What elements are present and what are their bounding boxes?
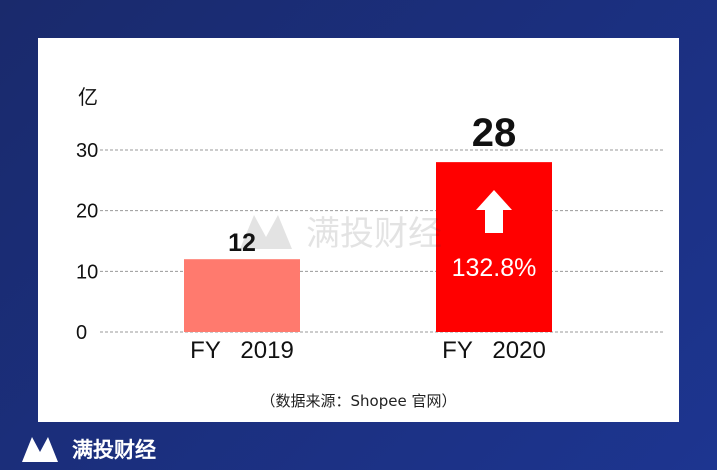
up-arrow-icon: [476, 190, 512, 233]
watermark: 满投财经: [238, 206, 442, 255]
chart-card: 亿 0 10 20 30 FY 2019 12 FY 2020 28 132.8% 满投财经 （数…: [38, 38, 679, 422]
data-label: 12: [228, 229, 256, 257]
data-label: 28: [472, 111, 517, 155]
brand-name: 满投财经: [72, 438, 156, 462]
x-category-label: FY 2020: [442, 337, 546, 364]
y-tick-label: 10: [76, 261, 98, 283]
y-tick-label: 0: [76, 322, 87, 344]
footer-brand: 满投财经: [20, 434, 156, 464]
bar: [436, 162, 552, 332]
brand-logo-icon: [22, 437, 58, 462]
x-category-label: FY 2019: [190, 337, 294, 364]
bar: [184, 259, 300, 332]
brand-logo-icon: [240, 214, 292, 249]
y-unit-label: 亿: [78, 85, 98, 109]
bar-chart: 亿 0 10 20 30 FY 2019 12 FY 2020 28 132.8%: [76, 85, 663, 364]
y-tick-label: 30: [76, 140, 98, 162]
y-tick-label: 20: [76, 201, 98, 223]
watermark-text: 满投财经: [306, 214, 442, 254]
source-note: （数据来源：Shopee 官网）: [260, 392, 457, 410]
growth-annotation: 132.8%: [452, 254, 537, 282]
